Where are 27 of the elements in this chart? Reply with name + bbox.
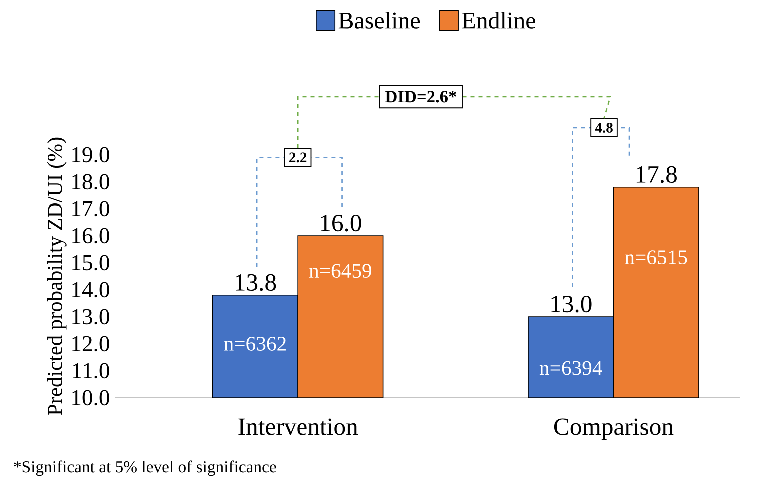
legend-label: Endline <box>462 12 536 29</box>
y-tick-label: 15.0 <box>72 255 110 271</box>
annotation: 2.2 <box>290 152 307 163</box>
text: *Significant at 5% level of significance <box>14 460 276 476</box>
x-tick-label: Intervention <box>238 418 358 436</box>
annotation: n=6515 <box>625 250 688 265</box>
annotation: n=6394 <box>540 361 602 376</box>
y-tick-label: 16.0 <box>72 228 110 244</box>
legend-label: Baseline <box>338 12 420 29</box>
y-tick-label: 12.0 <box>72 336 110 352</box>
y-tick-label: 10.0 <box>72 390 110 406</box>
data-label: 16.0 <box>321 214 362 232</box>
x-tick-label: Comparison <box>554 418 674 440</box>
y-tick-label: 19.0 <box>72 147 110 163</box>
y-tick-label: 13.0 <box>72 309 110 325</box>
y-tick-label: 17.0 <box>72 201 110 217</box>
y-tick-label: 14.0 <box>72 282 110 298</box>
y-tick-label: 18.0 <box>72 174 110 190</box>
text: DID=2.6* <box>386 91 456 103</box>
data-label: 13.8 <box>236 274 276 292</box>
annotation: n=6459 <box>310 264 372 278</box>
annotation: n=6362 <box>224 337 286 351</box>
y-axis-title: Predicted probability ZD/UI (%) <box>47 138 67 416</box>
data-label: 13.0 <box>552 296 592 313</box>
text: 4.8 <box>595 123 613 133</box>
data-label: 17.8 <box>636 166 677 184</box>
y-tick-label: 11.0 <box>73 363 110 379</box>
